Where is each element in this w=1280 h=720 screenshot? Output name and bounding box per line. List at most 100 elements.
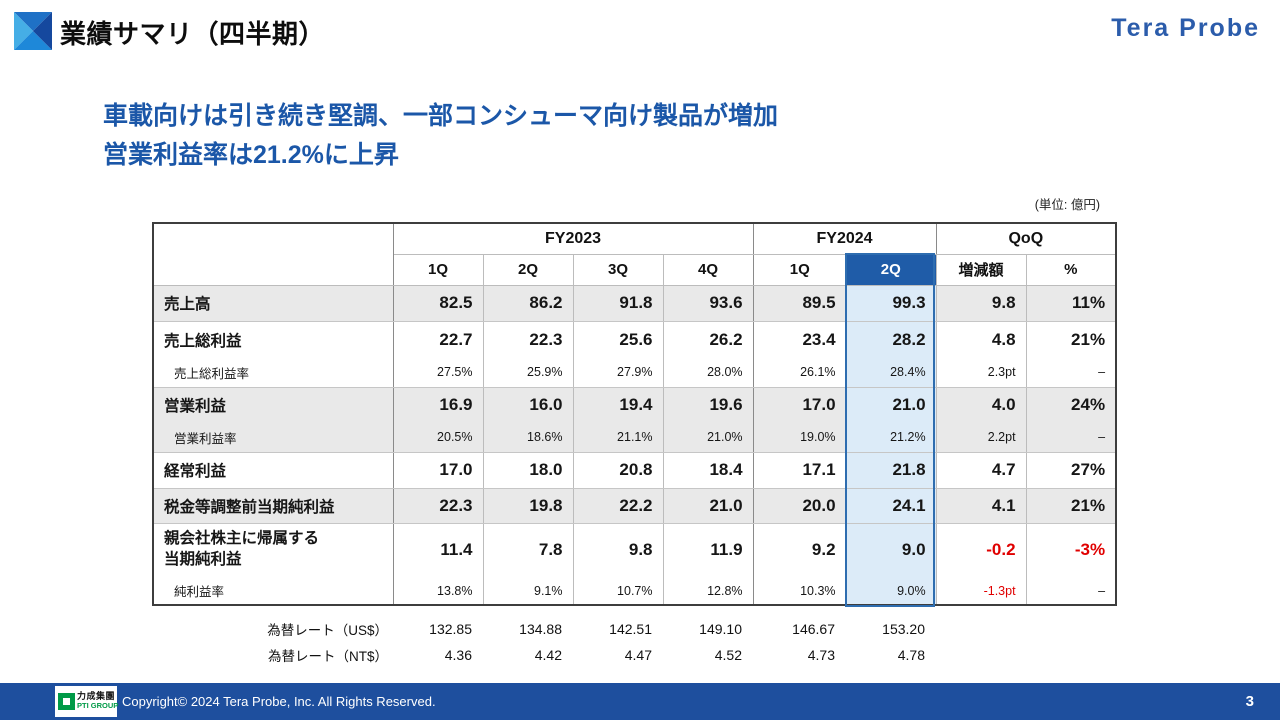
tera-probe-logo: Tera Probe (1111, 14, 1260, 42)
row-label: 経常利益 (153, 452, 394, 489)
cell-percent: – (1025, 577, 1117, 605)
cell-delta-negative: -1.3pt (935, 577, 1027, 605)
quarterly-results-table: FY2023 FY2024 QoQ 1Q 2Q 3Q 4Q 1Q 2Q 増減額 … (152, 222, 1118, 606)
cell-value: 11.4 (440, 540, 473, 560)
cell-value: 20.5% (393, 423, 483, 453)
cell-value-highlighted: 99.3 (845, 285, 937, 322)
cell-value: 82.5 (393, 285, 483, 322)
fx-value: 142.51 (609, 621, 652, 637)
cell-value: 16.0 (482, 387, 573, 423)
cell-value: 20.8 (572, 452, 663, 489)
cell-value: 21.0 (662, 488, 754, 524)
row-label: 売上総利益 (153, 321, 394, 358)
col-qoq-delta: 増減額 (935, 254, 1027, 286)
cell-delta: 2.2pt (935, 423, 1027, 453)
cell-value-highlighted: 24.1 (845, 488, 937, 524)
row-label: 親会社株主に帰属する 当期純利益 (153, 523, 394, 577)
fx-value: 153.20 (882, 621, 925, 637)
cell-value: 9.8 (572, 523, 663, 577)
cell-value: 22.3 (482, 321, 573, 358)
pti-logo-mark-icon (58, 693, 75, 710)
cell-value: 19.0% (752, 423, 847, 453)
footer-bar: 力成集團 PTI GROUP Copyright© 2024 Tera Prob… (0, 683, 1280, 720)
col-fy2023-3q: 3Q (572, 254, 663, 286)
cell-value: 26.1% (752, 358, 847, 388)
cell-value: 22.2 (572, 488, 663, 524)
cell-value: 10.7% (572, 577, 663, 605)
cell-value: 11.9 (662, 523, 754, 577)
cell-value-highlighted: 28.2 (845, 321, 937, 358)
cell-value: 7.8 (482, 523, 573, 577)
cell-value: 89.5 (752, 285, 847, 322)
col-fy2024-1q: 1Q (752, 254, 847, 286)
row-label: 営業利益率 (153, 423, 394, 453)
cell-percent: 27% (1025, 452, 1117, 489)
table-row-operating-margin: 営業利益率 20.5% 18.6% 21.1% 21.0% 19.0% 21.2… (153, 423, 1117, 453)
table-row-operating-income: 営業利益 16.9 16.0 19.4 19.6 17.0 21.0 4.0 2… (153, 387, 1117, 423)
cell-value: 19.6 (662, 387, 754, 423)
cell-delta: 4.8 (935, 321, 1027, 358)
fx-value: 132.85 (429, 621, 472, 637)
cell-delta: 4.0 (935, 387, 1027, 423)
cell-value-highlighted: 21.8 (845, 452, 937, 489)
col-fy2024-2q-highlighted: 2Q (846, 254, 937, 286)
col-fy2023-2q: 2Q (482, 254, 573, 286)
page-title: 業績サマリ（四半期） (60, 19, 326, 49)
cell-value: 12.8% (662, 577, 754, 605)
fx-value: 4.78 (897, 647, 925, 663)
cell-value: 27.5% (393, 358, 483, 388)
cell-value-highlighted: 21.2% (845, 423, 937, 453)
cell-delta: 9.8 (935, 285, 1027, 322)
col-fy2023-1q: 1Q (393, 254, 483, 286)
cell-value: 18.4 (662, 452, 754, 489)
cell-value: 23.4 (752, 321, 847, 358)
cell-value: 17.1 (752, 452, 847, 489)
pti-group-logo: 力成集團 PTI GROUP (55, 686, 119, 717)
page-number: 3 (1245, 693, 1254, 710)
cell-value: 22.3 (393, 488, 483, 524)
table-row-ordinary-income: 経常利益 17.0 18.0 20.8 18.4 17.1 21.8 4.7 2… (153, 452, 1117, 489)
pti-logo-text: 力成集團 PTI GROUP (77, 691, 119, 711)
fx-label: 為替レート（US$） (267, 623, 388, 638)
cell-value: 20.0 (752, 488, 847, 524)
cell-value: 18.0 (482, 452, 573, 489)
title-square-icon (14, 12, 52, 50)
cell-value: 22.7 (439, 329, 473, 349)
table-row-sales: 売上高 82.5 86.2 91.8 93.6 89.5 99.3 9.8 11… (153, 285, 1117, 322)
fx-value: 146.67 (792, 621, 835, 637)
cell-delta: 4.1 (935, 488, 1027, 524)
table-row-pretax-income: 税金等調整前当期純利益 22.3 19.8 22.2 21.0 20.0 24.… (153, 488, 1117, 524)
row-label: 純利益率 (153, 577, 394, 605)
cell-value-highlighted: 28.4% (845, 358, 937, 388)
cell-value: 21.1% (572, 423, 663, 453)
cell-value: 93.6 (662, 285, 754, 322)
cell-value: 17.0 (393, 452, 483, 489)
cell-delta: 2.3pt (935, 358, 1027, 388)
table-row-gross-margin: 売上総利益率 27.5% 25.9% 27.9% 28.0% 26.1% 28.… (153, 358, 1117, 388)
table-row-net-margin: 純利益率 13.8% 9.1% 10.7% 12.8% 10.3% 9.0% -… (153, 577, 1117, 605)
key-message: 車載向けは引き続き堅調、一部コンシューマ向け製品が増加 営業利益率は21.2%に… (103, 97, 778, 175)
cell-percent: – (1025, 358, 1117, 388)
fx-value: 149.10 (699, 621, 742, 637)
key-message-line2: 営業利益率は21.2%に上昇 (103, 141, 399, 169)
cell-value: 18.6% (482, 423, 573, 453)
copyright-text: Copyright© 2024 Tera Probe, Inc. All Rig… (122, 694, 436, 709)
cell-value: 17.0 (752, 387, 847, 423)
key-message-line1: 車載向けは引き続き堅調、一部コンシューマ向け製品が増加 (103, 102, 779, 130)
col-qoq-percent: % (1025, 254, 1117, 286)
cell-percent: 21% (1025, 488, 1117, 524)
fx-label: 為替レート（NT$） (267, 649, 388, 664)
row-label: 売上総利益率 (153, 358, 394, 388)
cell-delta: 4.7 (935, 452, 1027, 489)
exchange-rate-section: 為替レート（US$） 132.85 134.88 142.51 149.10 1… (152, 616, 1115, 668)
row-label: 営業利益 (153, 387, 394, 423)
pti-logo-cn: 力成集團 (77, 691, 116, 702)
pti-logo-en: PTI GROUP (77, 701, 119, 711)
cell-value-highlighted: 9.0% (845, 577, 937, 605)
cell-value: 9.1% (482, 577, 573, 605)
cell-value: 19.4 (572, 387, 663, 423)
table-corner-cell (153, 223, 394, 286)
cell-value: 26.2 (662, 321, 754, 358)
cell-value: 16.9 (393, 387, 483, 423)
